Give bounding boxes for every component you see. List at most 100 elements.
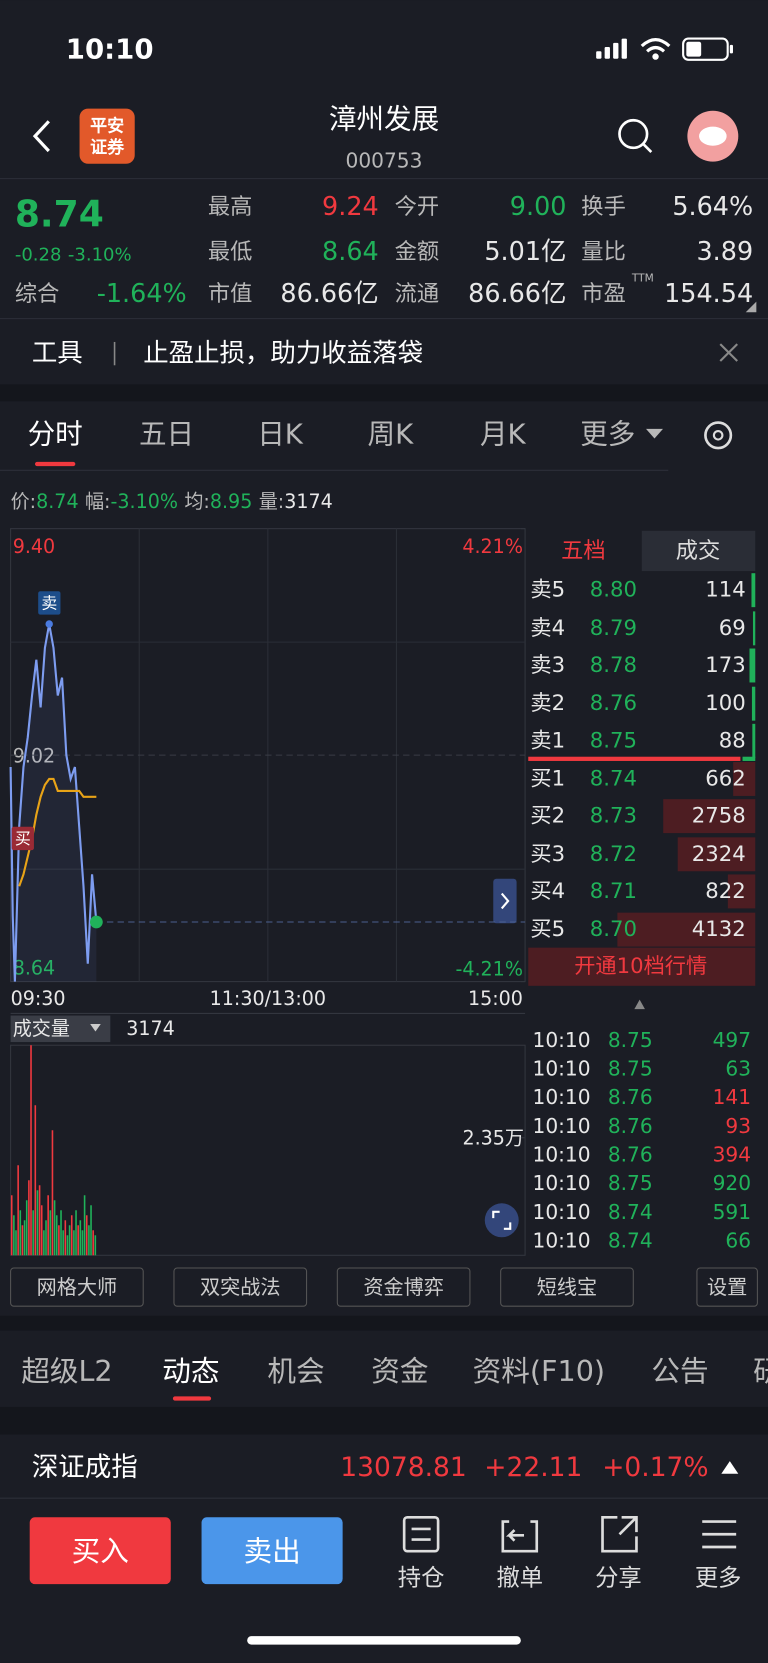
x-tick-label: 09:30 (11, 987, 66, 1010)
info-value: 8.74 (36, 490, 78, 513)
stat-value: 3.89 (697, 237, 754, 267)
search-button[interactable] (618, 118, 649, 150)
section-tab[interactable]: 公告 (651, 1354, 708, 1388)
index-change: +22.11 (484, 1452, 582, 1483)
action-label[interactable]: 撤单 (496, 1564, 543, 1592)
tab-underline (172, 1396, 212, 1401)
sell-label[interactable]: 卖出 (243, 1534, 300, 1568)
section-tab[interactable]: 资料(F10) (473, 1354, 605, 1388)
banner-close[interactable] (719, 343, 738, 362)
section-tab[interactable]: 资金 (371, 1354, 428, 1388)
tool-button[interactable] (500, 1267, 634, 1307)
section-tab[interactable]: 机会 (267, 1354, 324, 1388)
trade-volume: 920 (713, 1171, 751, 1195)
chart-tab[interactable]: 五日 (139, 418, 194, 451)
band (0, 384, 768, 402)
tool-label[interactable]: 设置 (707, 1275, 747, 1299)
book-tab[interactable]: 五档 (561, 538, 606, 564)
trade-time: 10:10 (533, 1143, 591, 1167)
book-level: 买1 (530, 766, 565, 791)
collapse-arrow[interactable] (634, 999, 645, 1010)
stat-label: 市盈 (581, 281, 626, 307)
price-line (9, 623, 98, 982)
chart-tab[interactable]: 月K (480, 418, 527, 451)
volume-bar (21, 1225, 24, 1256)
book-tab[interactable]: 成交 (676, 538, 721, 564)
tool-button[interactable] (173, 1267, 308, 1307)
current-point (89, 915, 103, 929)
trade-volume: 497 (713, 1028, 751, 1052)
section-tab[interactable]: 动态 (162, 1354, 219, 1388)
book-volume: 69 (719, 616, 746, 641)
fullscreen-button[interactable] (484, 1203, 519, 1238)
book-level: 卖2 (530, 691, 565, 716)
tool-button[interactable] (336, 1267, 471, 1307)
volume-current: 3174 (126, 1017, 175, 1040)
volume-bar (36, 1190, 39, 1256)
trade-time: 10:10 (533, 1171, 591, 1195)
action-label[interactable]: 持仓 (398, 1564, 445, 1592)
volume-bar (49, 1210, 52, 1256)
back-button[interactable] (32, 120, 50, 153)
upgrade-bg[interactable] (528, 947, 756, 986)
book-level: 卖3 (530, 653, 565, 678)
price-area (10, 624, 97, 982)
expand-arrow[interactable] (493, 878, 517, 924)
dropdown-arrow (646, 428, 663, 439)
stat-value: 9.24 (322, 192, 379, 222)
tool-button[interactable] (10, 1267, 144, 1307)
section-tab[interactable]: 研 (753, 1354, 768, 1388)
buy-button[interactable] (29, 1517, 171, 1585)
banner-text[interactable]: 止盈止损，助力收益落袋 (143, 339, 423, 369)
settings-button[interactable] (704, 421, 733, 450)
buy-label[interactable]: 买入 (72, 1534, 129, 1568)
volume-frame (10, 1044, 526, 1256)
section-tab[interactable]: 超级L2 (21, 1354, 112, 1388)
last-price: 8.74 (15, 194, 104, 236)
y-tick-label: 8.64 (13, 956, 55, 979)
dropdown-arrow (90, 1024, 101, 1032)
depth-bar (677, 837, 756, 872)
stat-label: 金额 (395, 239, 440, 265)
spread-line-end (742, 756, 756, 761)
index-change-pct: +0.17% (602, 1452, 708, 1483)
volume-bar (75, 1210, 77, 1256)
tool-label[interactable]: 短线宝 (537, 1275, 597, 1299)
action-label[interactable]: 更多 (695, 1564, 742, 1592)
volume-bar (58, 1225, 60, 1256)
depth-bar (749, 648, 756, 683)
volume-bar (64, 1220, 67, 1256)
volume-label[interactable]: 成交量 (13, 1017, 70, 1040)
trades-tab-bg[interactable] (641, 530, 756, 572)
tool-label[interactable]: 网格大师 (37, 1275, 118, 1299)
upgrade-text[interactable]: 开通10档行情 (574, 954, 707, 979)
y2-tick-label: -4.21% (455, 957, 523, 980)
status-time: 10:10 (66, 33, 154, 66)
book-volume: 662 (705, 766, 745, 791)
avatar-face (699, 126, 727, 146)
trade-volume: 66 (725, 1228, 751, 1252)
action-label[interactable]: 分享 (595, 1564, 642, 1592)
volume-bar (30, 1045, 32, 1256)
depth-bar (733, 762, 756, 796)
spread-line (528, 756, 741, 761)
trade-time: 10:10 (533, 1028, 591, 1052)
tool-button[interactable] (696, 1267, 758, 1307)
volume-bar (23, 1220, 26, 1256)
stock-code: 000753 (346, 149, 423, 173)
chart-tab[interactable]: 日K (257, 418, 304, 451)
chart-tab[interactable]: 分时 (28, 418, 83, 451)
index-name[interactable]: 深证成指 (32, 1452, 138, 1483)
volume-bar (19, 1210, 22, 1256)
trade-price: 8.76 (608, 1085, 653, 1109)
trade-time: 10:10 (533, 1085, 591, 1109)
chart-tab[interactable]: 更多 (580, 418, 635, 451)
volume-bar (40, 1205, 43, 1256)
sell-button[interactable] (201, 1517, 343, 1585)
book-level: 卖4 (530, 616, 565, 641)
tool-label[interactable]: 双突战法 (200, 1275, 281, 1299)
tool-label[interactable]: 资金博弈 (363, 1275, 444, 1299)
trade-price: 8.76 (608, 1114, 653, 1138)
chart-tab[interactable]: 周K (368, 418, 415, 451)
